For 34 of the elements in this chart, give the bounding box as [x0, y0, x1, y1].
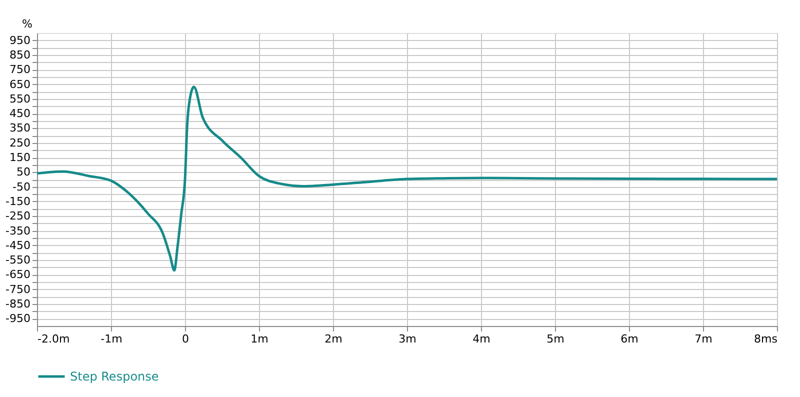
x-tick-label: 4m: [472, 332, 490, 346]
y-tick-label: -350: [6, 224, 30, 238]
y-tick-label: -750: [6, 282, 30, 296]
y-axis-title: %: [22, 18, 32, 30]
y-tick-label: 550: [10, 92, 30, 106]
x-tick-label: 3m: [398, 332, 416, 346]
y-tick-label: 50: [16, 166, 30, 179]
y-tick-label: 450: [10, 107, 30, 120]
x-tick-label: 5m: [546, 332, 564, 346]
line-series: [36, 86, 778, 272]
y-tick-label: 150: [10, 151, 30, 164]
x-tick-label: -2.0m: [38, 332, 70, 346]
x-tick-label: 1m: [250, 332, 268, 346]
legend-label: Step Response: [70, 370, 159, 384]
y-tick-label: 350: [10, 122, 30, 135]
y-tick-label: 250: [10, 136, 30, 150]
x-tick-label: 6m: [620, 332, 638, 346]
x-tick-label: 8ms: [754, 332, 778, 346]
x-tick-label: 2m: [324, 332, 342, 346]
y-tick-label: -450: [6, 238, 30, 252]
x-tick-label: 0: [182, 332, 189, 346]
y-tick-label: -50: [12, 180, 30, 194]
x-tick-label: 7m: [694, 332, 712, 346]
y-tick-label: 950: [10, 34, 30, 47]
y-tick-label: 850: [10, 48, 30, 62]
y-tick-label: -550: [6, 254, 30, 267]
y-tick-label: -850: [6, 298, 30, 311]
y-tick-label: -650: [6, 268, 30, 282]
y-tick-label: 650: [10, 78, 30, 91]
y-tick-label: -950: [6, 312, 30, 326]
y-tick-label: -150: [6, 194, 30, 208]
y-tick-label: 750: [10, 63, 30, 76]
y-tick-label: -250: [6, 210, 30, 223]
x-tick-label: -1m: [100, 332, 122, 346]
